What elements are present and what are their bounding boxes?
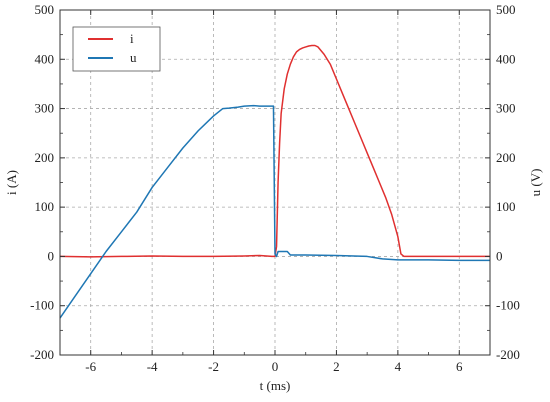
- x-tick-label: -4: [147, 359, 158, 374]
- x-tick-label: -6: [85, 359, 96, 374]
- x-tick-label: 4: [395, 359, 402, 374]
- y-left-axis-label: i (A): [4, 170, 19, 195]
- y-left-tick-label: 500: [35, 2, 55, 17]
- y-right-tick-label: 100: [496, 199, 516, 214]
- y-right-tick-label: 500: [496, 2, 516, 17]
- y-left-tick-label: -200: [30, 347, 54, 362]
- x-axis-label: t (ms): [260, 378, 291, 393]
- y-left-tick-label: 100: [35, 199, 55, 214]
- y-right-tick-label: 0: [496, 248, 503, 263]
- y-right-tick-label: -100: [496, 298, 520, 313]
- axis-labels: t (ms) i (A) u (V): [4, 169, 543, 393]
- series-layer: [59, 44, 490, 319]
- y-right-tick-label: 400: [496, 51, 516, 66]
- x-tick-label: 2: [333, 359, 340, 374]
- y-right-tick-label: 200: [496, 150, 516, 165]
- y-left-tick-label: 0: [48, 248, 55, 263]
- legend-label-u: u: [130, 50, 137, 65]
- y-left-tick-label: 400: [35, 51, 55, 66]
- y-left-tick-label: -100: [30, 298, 54, 313]
- y-right-axis-label: u (V): [528, 169, 543, 197]
- series-line-i: [59, 44, 490, 258]
- y-right-tick-label: -200: [496, 347, 520, 362]
- x-tick-label: 6: [456, 359, 463, 374]
- legend-box: [72, 26, 161, 72]
- series-line-u: [59, 104, 490, 319]
- y-left-tick-label: 300: [35, 101, 55, 116]
- x-tick-label: -2: [208, 359, 219, 374]
- x-tick-label: 0: [272, 359, 279, 374]
- axis-ticks: -6 -4 -2 0 2 4 6 -200 -200 -100 -100 0 0 100 100 200 200…: [30, 2, 520, 374]
- legend: iu: [72, 26, 161, 72]
- y-right-tick-label: 300: [496, 101, 516, 116]
- legend-label-i: i: [130, 31, 134, 46]
- y-left-tick-label: 200: [35, 150, 55, 165]
